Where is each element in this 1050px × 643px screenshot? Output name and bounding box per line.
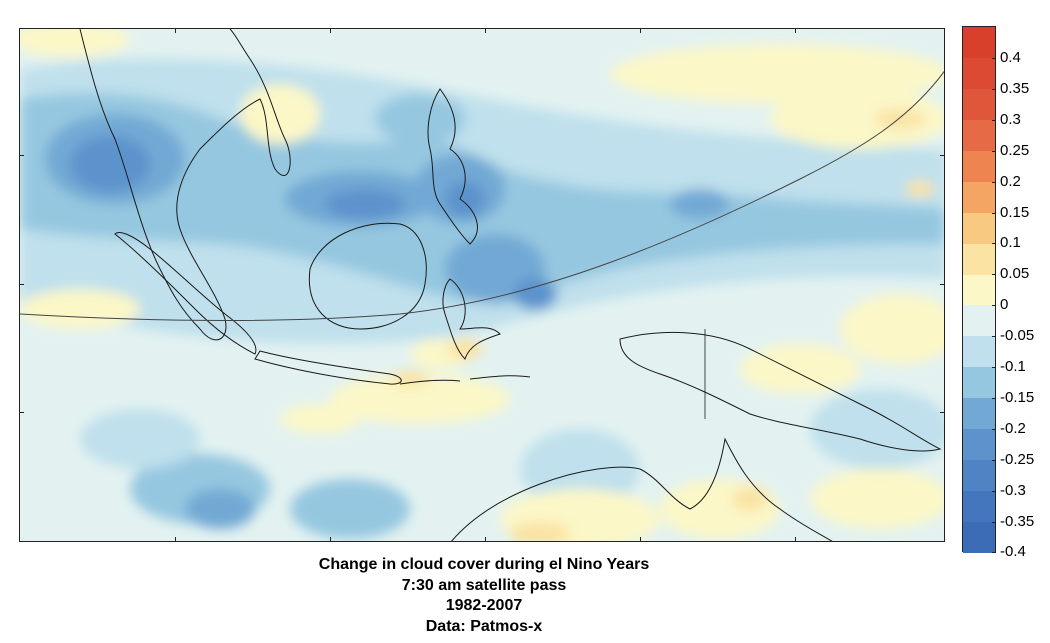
colorbar-band (963, 522, 995, 554)
x-tick (330, 28, 331, 33)
colorbar-band (963, 212, 995, 245)
colorbar-tick (992, 367, 996, 368)
colorbar-tick-label: -0.2 (1000, 419, 1026, 437)
colorbar-tick-label: 0.35 (1000, 79, 1030, 97)
map-svg (20, 29, 944, 541)
y-tick (19, 284, 24, 285)
colorbar-band (963, 243, 995, 276)
colorbar-band (963, 398, 995, 430)
colorbar-tick-label: 0.15 (1000, 203, 1030, 221)
x-tick (640, 28, 641, 33)
y-tick (19, 155, 24, 156)
colorbar-tick (992, 58, 996, 59)
colorbar (962, 26, 996, 554)
x-tick (795, 28, 796, 33)
colorbar-tick-label: -0.25 (1000, 450, 1035, 468)
colorbar-tick-label: -0.05 (1000, 327, 1035, 345)
colorbar-tick (992, 305, 996, 307)
colorbar-band (963, 367, 995, 399)
colorbar-tick-label: -0.35 (1000, 512, 1035, 530)
coastlines (79, 29, 942, 541)
colorbar-tick (992, 521, 996, 523)
colorbar-tick (992, 336, 996, 338)
colorbar-tick-label: 0.2 (1000, 172, 1021, 190)
colorbar-tick-label: -0.1 (1000, 358, 1026, 375)
x-tick (175, 28, 176, 33)
colorbar-band (963, 27, 995, 59)
colorbar-band (963, 150, 995, 183)
x-tick (795, 537, 796, 542)
x-tick (640, 537, 641, 542)
caption-years: 1982-2007 (445, 597, 523, 614)
colorbar-band (963, 305, 995, 337)
figure-caption: Change in cloud cover during el Nino Yea… (0, 555, 968, 637)
colorbar-tick-label: -0.4 (1000, 543, 1026, 561)
colorbar-band (963, 460, 995, 492)
y-tick (940, 155, 945, 156)
colorbar-tick (992, 428, 996, 430)
colorbar-tick-label: 0.1 (1000, 234, 1021, 252)
colorbar-tick (992, 150, 996, 152)
x-tick (485, 537, 486, 542)
colorbar-tick (992, 490, 996, 492)
colorbar-tick (992, 274, 996, 276)
colorbar-tick (992, 459, 996, 461)
cloud-cover-map (19, 28, 945, 542)
x-tick (330, 537, 331, 542)
colorbar-tick (992, 243, 996, 245)
colorbar-tick (992, 397, 996, 399)
colorbar-tick (992, 181, 996, 183)
colorbar-tick-label: -0.15 (1000, 388, 1035, 406)
caption-data-source: Data: Patmos-x (425, 617, 543, 635)
cloud-anomaly-field (20, 29, 944, 541)
colorbar-band (963, 336, 995, 368)
colorbar-tick-label: 0.4 (1000, 49, 1021, 66)
caption-pass-time: 7:30 am satellite pass (401, 576, 567, 594)
colorbar-band (963, 491, 995, 523)
colorbar-band (963, 274, 995, 306)
y-tick (940, 284, 945, 285)
colorbar-tick-label: -0.3 (1000, 481, 1026, 499)
colorbar-band (963, 181, 995, 214)
x-tick (175, 537, 176, 542)
colorbar-tick (992, 119, 996, 121)
colorbar-tick (992, 552, 996, 554)
x-tick (485, 28, 486, 33)
colorbar-tick-label: 0.05 (1000, 265, 1030, 283)
colorbar-tick (992, 88, 996, 90)
y-tick (19, 412, 24, 413)
colorbar-tick-label: 0.25 (1000, 141, 1030, 159)
colorbar-tick (992, 212, 996, 214)
colorbar-band (963, 57, 995, 90)
colorbar-tick-label: 0 (1000, 296, 1009, 314)
caption-title: Change in cloud cover during el Nino Yea… (318, 556, 650, 573)
y-tick (940, 412, 945, 413)
colorbar-band (963, 88, 995, 121)
satellite-track-line (20, 70, 944, 321)
colorbar-band (963, 119, 995, 152)
colorbar-tick-label: 0.3 (1000, 110, 1021, 128)
colorbar-band (963, 429, 995, 461)
